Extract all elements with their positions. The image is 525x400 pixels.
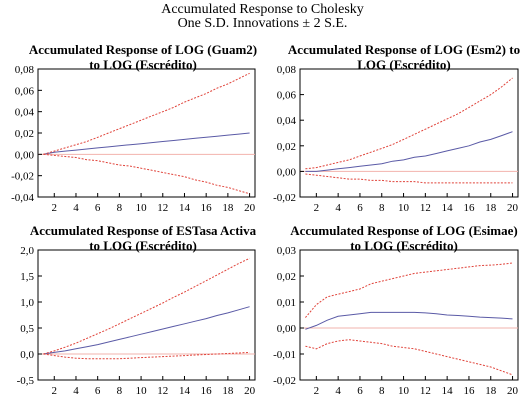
panel-estasa-activa: Accumulated Response of ESTasa Activa to… <box>17 223 257 397</box>
band-lower-line <box>43 351 250 360</box>
panel-title-line-1: Accumulated Response of LOG (Esm2) to <box>288 42 520 57</box>
x-tick-label: 10 <box>136 202 148 214</box>
y-tick-label: 0,08 <box>277 64 297 76</box>
y-tick-label: 0,02 <box>15 128 34 140</box>
y-tick-label: 0,00 <box>277 323 297 335</box>
x-tick-label: 20 <box>507 385 519 397</box>
x-tick-label: 4 <box>73 385 79 397</box>
x-tick-label: 20 <box>507 202 519 214</box>
y-tick-label: 0,02 <box>277 271 296 283</box>
response-line <box>305 311 513 330</box>
panel-title-line-2: LOG (Escrédito) <box>357 57 451 72</box>
x-tick-label: 16 <box>463 385 475 397</box>
x-tick-label: 16 <box>201 202 213 214</box>
x-tick-label: 18 <box>485 385 497 397</box>
y-tick-label: -0,02 <box>273 375 296 387</box>
x-tick-label: 2 <box>314 202 320 214</box>
panel-title-line-1: Accumulated Response of LOG (Guam2) <box>29 42 257 57</box>
response-line <box>43 132 250 155</box>
y-tick-label: 0,06 <box>277 90 297 102</box>
y-tick-label: -0,02 <box>11 171 34 183</box>
x-tick-label: 2 <box>314 385 320 397</box>
y-tick-label: -0,01 <box>273 349 296 361</box>
panel-esm2: Accumulated Response of LOG (Esm2) to LO… <box>273 42 520 214</box>
x-tick-label: 2 <box>52 385 58 397</box>
x-tick-label: 20 <box>244 202 256 214</box>
x-tick-label: 8 <box>379 385 385 397</box>
x-tick-label: 12 <box>420 385 431 397</box>
band-upper-line <box>43 257 250 355</box>
x-tick-label: 14 <box>442 202 454 214</box>
x-tick-label: 14 <box>179 202 191 214</box>
panel-title-line-2: to LOG (Escrédito) <box>350 238 458 253</box>
plot-frame <box>37 249 256 381</box>
band-lower-line <box>305 173 513 184</box>
y-tick-label: 0,04 <box>277 115 297 127</box>
band-lower-line <box>43 153 250 195</box>
x-tick-label: 4 <box>335 385 341 397</box>
x-tick-label: 10 <box>398 385 410 397</box>
y-tick-label: 0,02 <box>277 141 296 153</box>
band-upper-line <box>305 77 513 170</box>
plot-frame <box>37 68 256 198</box>
band-upper-line <box>43 72 250 155</box>
y-tick-label: -0,5 <box>17 375 35 387</box>
x-tick-label: 18 <box>485 202 497 214</box>
panel-title-line-2: to LOG (Escrédito) <box>89 238 197 253</box>
y-tick-label: 0,08 <box>15 64 35 76</box>
x-tick-label: 6 <box>357 202 363 214</box>
x-tick-label: 8 <box>379 202 385 214</box>
x-tick-label: 8 <box>117 202 123 214</box>
y-tick-label: 0,04 <box>15 107 35 119</box>
y-tick-label: 0,06 <box>15 85 35 97</box>
y-tick-label: -0,02 <box>273 192 296 204</box>
x-tick-label: 16 <box>463 202 475 214</box>
band-lower-line <box>305 339 513 376</box>
response-line <box>305 131 513 172</box>
x-tick-label: 6 <box>357 385 363 397</box>
panel-esimae: Accumulated Response of LOG (Esimae) to … <box>273 223 518 397</box>
y-tick-label: 0,00 <box>15 149 35 161</box>
x-tick-label: 12 <box>420 202 431 214</box>
x-tick-label: 6 <box>95 385 101 397</box>
figure-title: Accumulated Response to Cholesky <box>161 2 364 17</box>
panel-title-line-1: Accumulated Response of LOG (Esimae) <box>290 223 518 238</box>
x-tick-label: 18 <box>222 202 234 214</box>
x-tick-label: 14 <box>179 385 191 397</box>
y-tick-label: 0,03 <box>277 245 297 257</box>
x-tick-label: 14 <box>442 385 454 397</box>
y-tick-label: 0,01 <box>277 297 296 309</box>
x-tick-label: 10 <box>136 385 148 397</box>
x-tick-label: 10 <box>398 202 410 214</box>
x-tick-label: 4 <box>73 202 79 214</box>
response-line <box>43 306 250 355</box>
x-tick-label: 12 <box>157 202 168 214</box>
x-tick-label: 18 <box>222 385 234 397</box>
x-tick-label: 12 <box>157 385 168 397</box>
y-tick-label: 2,0 <box>20 245 34 257</box>
y-tick-label: 0,0 <box>20 349 34 361</box>
x-tick-label: 16 <box>201 385 213 397</box>
x-tick-label: 8 <box>117 385 123 397</box>
band-upper-line <box>305 262 513 318</box>
y-tick-label: -0,04 <box>11 192 34 204</box>
y-tick-label: 1,5 <box>20 271 34 283</box>
x-tick-label: 2 <box>52 202 58 214</box>
plot-frame <box>299 68 519 198</box>
x-tick-label: 20 <box>244 385 256 397</box>
panel-guam2: Accumulated Response of LOG (Guam2) to L… <box>11 42 257 214</box>
x-tick-label: 4 <box>335 202 341 214</box>
panel-title-line-1: Accumulated Response of ESTasa Activa <box>30 223 257 238</box>
y-tick-label: 0,00 <box>277 166 297 178</box>
y-tick-label: 0,5 <box>20 323 34 335</box>
x-tick-label: 6 <box>95 202 101 214</box>
figure-subtitle: One S.D. Innovations ± 2 S.E. <box>178 16 348 31</box>
panel-title-line-2: to LOG (Escrédito) <box>89 57 197 72</box>
plot-frame <box>299 249 519 381</box>
y-tick-label: 1,0 <box>20 297 34 309</box>
